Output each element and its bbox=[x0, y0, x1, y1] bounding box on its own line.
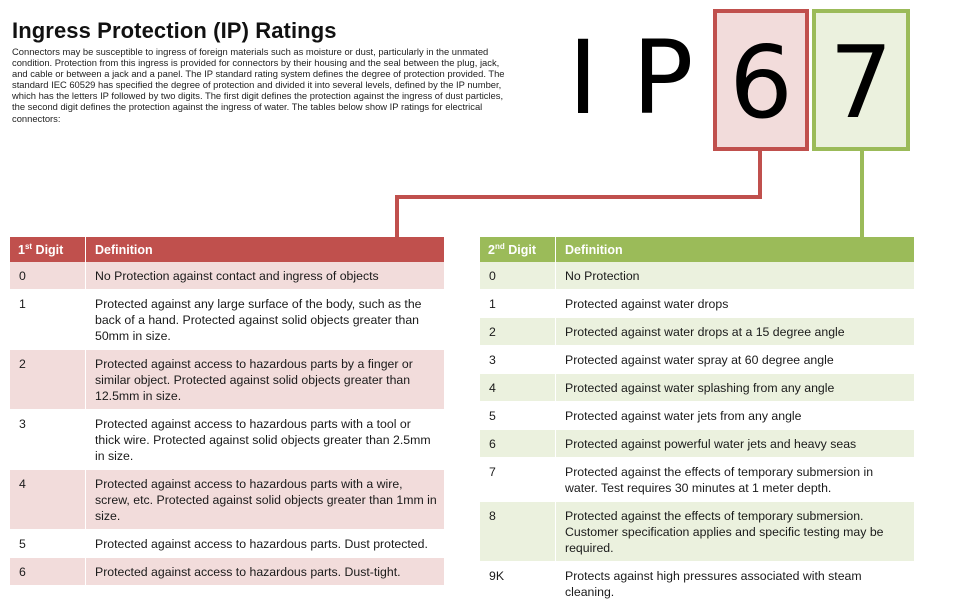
definition-cell: Protected against access to hazardous pa… bbox=[85, 349, 444, 410]
digit-cell: 7 bbox=[480, 457, 556, 502]
digit-cell: 4 bbox=[10, 469, 86, 530]
digit-cell: 1 bbox=[10, 289, 86, 350]
table-row: 0 No Protection against contact and ingr… bbox=[10, 262, 444, 290]
digit-cell: 5 bbox=[480, 401, 556, 430]
second-digit-header: 2nd Digit bbox=[480, 237, 556, 262]
digit-cell: 6 bbox=[480, 429, 556, 458]
definition-cell: No Protection bbox=[555, 262, 914, 290]
definition-cell: Protected against powerful water jets an… bbox=[555, 429, 914, 458]
table-row: 9K Protects against high pressures assoc… bbox=[480, 561, 914, 606]
digit-cell: 2 bbox=[10, 349, 86, 410]
digit-cell: 3 bbox=[10, 409, 86, 470]
table-row: 4 Protected against access to hazardous … bbox=[10, 469, 444, 530]
first-digit-table: 1st Digit Definition 0 No Protection aga… bbox=[10, 237, 444, 586]
digit-cell: 9K bbox=[480, 561, 556, 606]
digit-cell: 4 bbox=[480, 373, 556, 402]
table-row: 1 Protected against any large surface of… bbox=[10, 289, 444, 350]
digit-cell: 0 bbox=[10, 262, 86, 290]
first-digit-connector bbox=[395, 151, 762, 238]
table-row: 2 Protected against water drops at a 15 … bbox=[480, 317, 914, 346]
definition-cell: Protected against water splashing from a… bbox=[555, 373, 914, 402]
definition-cell: Protected against the effects of tempora… bbox=[555, 501, 914, 562]
table-row: 6 Protected against powerful water jets … bbox=[480, 429, 914, 458]
page-title: Ingress Protection (IP) Ratings bbox=[12, 18, 337, 43]
table-row: 7 Protected against the effects of tempo… bbox=[480, 457, 914, 502]
definition-cell: Protected against any large surface of t… bbox=[85, 289, 444, 350]
table-row: 2 Protected against access to hazardous … bbox=[10, 349, 444, 410]
first-digit-box: 6 bbox=[713, 9, 809, 151]
definition-header: Definition bbox=[85, 237, 444, 262]
definition-cell: Protected against access to hazardous pa… bbox=[85, 409, 444, 470]
letter-p: P bbox=[632, 19, 694, 138]
definition-cell: Protected against the effects of tempora… bbox=[555, 457, 914, 502]
digit-cell: 3 bbox=[480, 345, 556, 374]
table-row: 5 Protected against water jets from any … bbox=[480, 401, 914, 430]
digit-cell: 1 bbox=[480, 289, 556, 318]
digit-cell: 5 bbox=[10, 529, 86, 558]
digit-cell: 6 bbox=[10, 557, 86, 586]
definition-cell: Protected against access to hazardous pa… bbox=[85, 529, 444, 558]
table-row: 5 Protected against access to hazardous … bbox=[10, 529, 444, 558]
digit-cell: 8 bbox=[480, 501, 556, 562]
definition-cell: Protected against water spray at 60 degr… bbox=[555, 345, 914, 374]
table-row: 4 Protected against water splashing from… bbox=[480, 373, 914, 402]
table-row: 1 Protected against water drops bbox=[480, 289, 914, 318]
letter-i: I bbox=[568, 19, 599, 138]
definition-cell: Protects against high pressures associat… bbox=[555, 561, 914, 606]
first-digit-header: 1st Digit bbox=[10, 237, 86, 262]
table-row: 3 Protected against water spray at 60 de… bbox=[480, 345, 914, 374]
definition-cell: Protected against water drops at a 15 de… bbox=[555, 317, 914, 346]
digit-cell: 0 bbox=[480, 262, 556, 290]
second-digit-box: 7 bbox=[812, 9, 910, 151]
digit-cell: 2 bbox=[480, 317, 556, 346]
first-digit-value: 6 bbox=[729, 24, 793, 141]
table-row: 6 Protected against access to hazardous … bbox=[10, 557, 444, 586]
table-row: 8 Protected against the effects of tempo… bbox=[480, 501, 914, 562]
table-row: 0 No Protection bbox=[480, 262, 914, 290]
intro-paragraph: Connectors may be susceptible to ingress… bbox=[12, 46, 505, 124]
definition-cell: Protected against access to hazardous pa… bbox=[85, 557, 444, 586]
definition-cell: Protected against water drops bbox=[555, 289, 914, 318]
definition-cell: Protected against water jets from any an… bbox=[555, 401, 914, 430]
definition-cell: No Protection against contact and ingres… bbox=[85, 262, 444, 290]
definition-header: Definition bbox=[555, 237, 914, 262]
definition-cell: Protected against access to hazardous pa… bbox=[85, 469, 444, 530]
second-digit-table: 2nd Digit Definition 0 No Protection 1 P… bbox=[480, 237, 914, 606]
table-row: 3 Protected against access to hazardous … bbox=[10, 409, 444, 470]
second-digit-value: 7 bbox=[829, 24, 893, 141]
